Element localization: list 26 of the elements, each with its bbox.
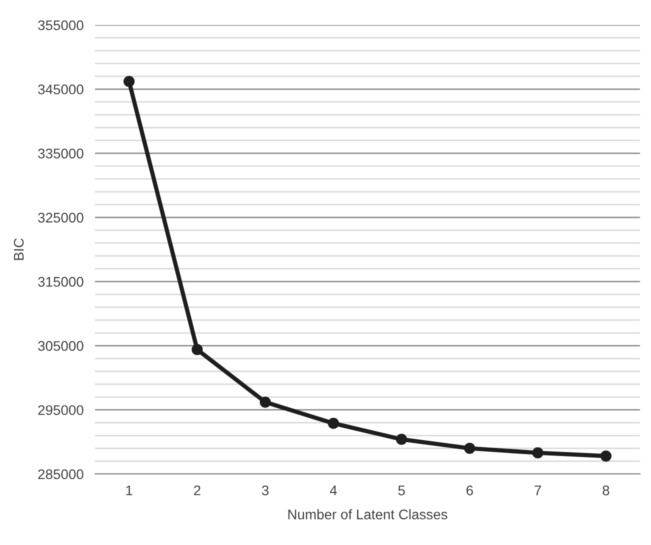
point [464,442,476,454]
y-tick-label: 355000 [38,20,84,30]
x-tick-label: 4 [330,486,337,496]
point [260,396,271,408]
y-tick-label: 325000 [38,212,84,223]
point [600,450,612,462]
point [124,76,135,87]
x-tick-label: 7 [534,486,541,496]
y-axis-title: BIC [14,238,24,260]
x-tick-label: 3 [262,485,269,496]
point [532,447,544,458]
y-tick-label: 345000 [38,84,84,94]
y-tick-label: 315000 [38,276,84,287]
x-tick-label: 2 [194,485,200,496]
y-tick-label: 285000 [38,469,84,480]
x-tick-label: 8 [602,485,610,496]
y-tick-label: 295000 [38,405,84,416]
x-tick-label: 6 [466,485,473,496]
x-tick-label: 5 [398,486,405,496]
point [328,418,339,429]
x-axis-title: Number of Latent Classes [288,509,448,520]
y-tick-label: 335000 [38,148,84,158]
y-tick-label: 305000 [38,341,84,351]
point [396,434,408,445]
point [192,344,203,356]
x-tick-label: 1 [126,486,132,496]
